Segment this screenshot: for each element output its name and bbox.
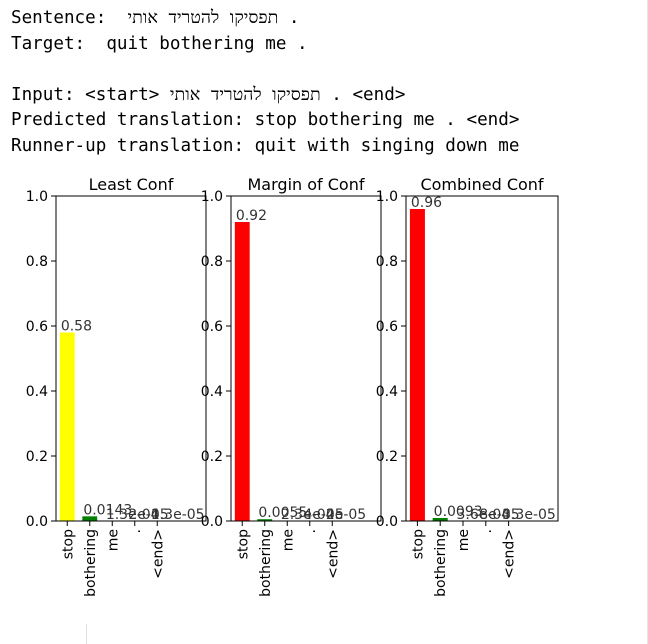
y-tick-label: 0.6 — [26, 319, 48, 335]
bar-value-label: 0.96 — [411, 195, 442, 211]
blank-line — [11, 57, 519, 83]
axes-frame — [230, 195, 382, 522]
x-tick-label: bothering — [258, 529, 274, 597]
sentence-line: Sentence: תפסיקו להטריד אותי . — [11, 6, 519, 32]
y-tick-label: 0.2 — [376, 449, 398, 465]
bar-value-label: 0.0093 — [434, 504, 483, 520]
x-tick-label: <end> — [150, 529, 166, 579]
bar-bothering — [257, 519, 273, 521]
x-tick-label: <end> — [502, 529, 518, 579]
y-tick-label: 0.8 — [26, 254, 48, 270]
bar-value-label: 1.3e-04 — [106, 507, 160, 523]
input-line: Input: <start> תפסיקו להטריד אותי . <end… — [11, 83, 519, 109]
bar-value-label: 8e-05 — [479, 507, 519, 523]
x-tick-label: <end> — [325, 529, 341, 579]
input-text: תפסיקו להטריד אותי . — [169, 84, 342, 105]
x-tick-label: me — [280, 529, 296, 551]
x-tick-label: . — [479, 529, 495, 533]
y-tick-label: 0.2 — [201, 449, 223, 465]
x-tick-label: me — [456, 529, 472, 551]
chart-title: Margin of Conf — [248, 175, 365, 194]
bar-value-label: 2.3e-04 — [281, 507, 335, 523]
runnerup-label: Runner-up translation: — [11, 135, 245, 156]
x-tick-label: bothering — [83, 529, 99, 597]
bar-value-label: 0.58 — [61, 319, 92, 335]
chart-title: Combined Conf — [420, 175, 543, 194]
sentence-text: תפסיקו להטריד אותי . — [127, 8, 300, 28]
x-tick-label: . — [128, 529, 144, 533]
axes-frame — [55, 195, 207, 522]
bar-stop — [59, 332, 75, 521]
y-tick-label: 0.8 — [376, 254, 398, 270]
bar-value-label: 0.0055 — [258, 505, 307, 521]
y-tick-label: 1.0 — [376, 189, 398, 205]
y-tick-label: 0.2 — [26, 449, 48, 465]
y-tick-label: 0.0 — [376, 514, 398, 530]
x-tick-label: bothering — [433, 529, 449, 597]
predicted-label: Predicted translation: — [11, 110, 245, 131]
bar-value-label: 2e-05 — [128, 507, 168, 523]
sentence-label: Sentence: — [11, 8, 107, 28]
target-label: Target: — [11, 33, 86, 54]
runnerup-line: Runner-up translation: quit with singing… — [11, 134, 519, 160]
bar-stop — [234, 222, 250, 521]
y-tick-label: 1.0 — [201, 189, 223, 205]
y-tick-label: 0.4 — [26, 384, 48, 400]
runnerup-text: quit with singing down me — [254, 135, 520, 156]
x-tick-label: . — [303, 529, 319, 533]
predicted-text: stop bothering me . <end> — [254, 110, 520, 131]
x-tick-label: stop — [60, 529, 76, 559]
cell-divider — [86, 624, 87, 644]
y-tick-label: 0.6 — [201, 319, 223, 335]
bar-value-label: 0.92 — [236, 208, 267, 224]
bar-value-label: 3.6e-04 — [456, 507, 510, 523]
y-tick-label: 0.8 — [201, 254, 223, 270]
target-line: Target: quit bothering me . — [11, 32, 519, 58]
bar-stop — [409, 209, 425, 521]
cell-output-text: Sentence: תפסיקו להטריד אותי . Target: q… — [11, 6, 519, 160]
y-tick-label: 0.6 — [376, 319, 398, 335]
bar-value-label: 1.3e-05 — [151, 507, 205, 523]
y-tick-label: 0.0 — [26, 514, 48, 530]
y-tick-label: 0.0 — [201, 514, 223, 530]
bar-bothering — [432, 517, 448, 521]
input-label: Input: — [11, 84, 75, 105]
confidence-charts-figure: Least Conf 0.58 stop 0.0143 bothering 1.3e-04… — [26, 175, 559, 597]
x-tick-label: me — [105, 529, 121, 551]
input-start-token: <start> — [85, 84, 160, 105]
y-tick-label: 1.0 — [26, 189, 48, 205]
chart-title: Least Conf — [89, 175, 174, 194]
bar-value-label: 0.0143 — [83, 502, 132, 518]
y-tick-label: 0.4 — [376, 384, 398, 400]
bar-value-label: 2e-05 — [326, 507, 366, 523]
x-tick-label: stop — [235, 529, 251, 559]
bar-value-label: 4e-05 — [303, 507, 343, 523]
axes-frame — [405, 195, 559, 522]
predicted-line: Predicted translation: stop bothering me… — [11, 108, 519, 134]
y-tick-label: 0.4 — [201, 384, 223, 400]
x-tick-label: stop — [410, 529, 426, 559]
input-end-token: <end> — [352, 84, 406, 105]
target-text: quit bothering me . — [106, 33, 308, 54]
bar-bothering — [82, 516, 98, 521]
bar-value-label: 3.3e-05 — [502, 507, 556, 523]
